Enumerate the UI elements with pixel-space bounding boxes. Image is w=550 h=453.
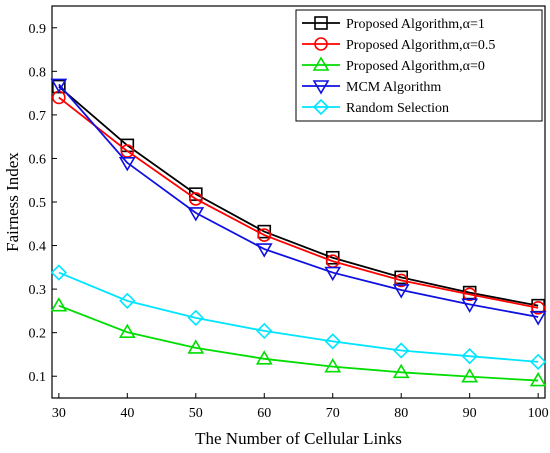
- data-point: [188, 192, 203, 206]
- y-tick-label: 0.4: [29, 240, 47, 255]
- legend-item: Random Selection: [302, 98, 449, 116]
- legend-marker: [312, 56, 330, 71]
- series-line: [58, 96, 539, 309]
- data-point: [118, 323, 136, 339]
- series-layer: [50, 78, 547, 387]
- x-tick-label: 60: [257, 406, 271, 421]
- legend-label: Random Selection: [346, 101, 449, 116]
- series-line: [58, 83, 539, 318]
- legend-label: Proposed Algorithm,α=0: [346, 59, 485, 74]
- legend-item: Proposed Algorithm,α=0: [302, 56, 485, 74]
- data-point: [255, 350, 273, 365]
- x-tick-label: 40: [120, 406, 134, 421]
- data-point: [392, 284, 410, 299]
- x-tick-label: 50: [189, 406, 203, 421]
- legend: Proposed Algorithm,α=1 Proposed Algorithm…: [295, 9, 543, 122]
- data-point: [50, 78, 68, 93]
- data-point: [462, 287, 477, 302]
- series-line: [58, 304, 539, 382]
- series-3: [50, 78, 547, 326]
- y-tick-label: 0.6: [29, 152, 47, 167]
- y-tick-label: 0.3: [29, 283, 47, 298]
- data-point: [255, 243, 273, 258]
- series-line: [58, 85, 539, 307]
- legend-label: Proposed Algorithm,α=0.5: [346, 38, 495, 53]
- y-tick-label: 0.8: [29, 65, 47, 80]
- data-point: [187, 339, 205, 354]
- legend-item: Proposed Algorithm,α=1: [302, 16, 485, 32]
- x-tick-label: 90: [463, 406, 477, 421]
- data-point: [461, 298, 479, 313]
- legend-marker: [314, 37, 328, 51]
- x-tick-label: 70: [326, 406, 340, 421]
- data-point: [325, 250, 340, 265]
- legend-label: Proposed Algorithm,α=1: [346, 17, 485, 32]
- legend-marker: [312, 80, 330, 95]
- data-point: [461, 348, 478, 365]
- data-point: [531, 301, 545, 315]
- series-line: [58, 271, 539, 363]
- data-point: [392, 363, 410, 379]
- x-tick-label: 100: [528, 406, 549, 421]
- legend-item: Proposed Algorithm,α=0.5: [302, 37, 495, 53]
- data-point: [118, 157, 136, 172]
- series-4: [50, 264, 547, 370]
- data-point: [529, 311, 547, 326]
- x-tick-label: 80: [394, 406, 408, 421]
- data-point: [324, 358, 342, 373]
- data-point: [257, 228, 272, 242]
- legend-marker: [314, 16, 328, 30]
- data-point: [256, 322, 273, 340]
- data-point: [187, 309, 204, 326]
- y-axis-title: Fairness Index: [3, 152, 22, 252]
- data-point: [461, 368, 479, 383]
- series-1: [52, 90, 545, 315]
- x-tick-label: 30: [52, 406, 66, 421]
- data-point: [50, 297, 68, 312]
- data-point: [187, 207, 205, 222]
- y-tick-label: 0.1: [29, 370, 47, 385]
- data-point: [324, 266, 342, 282]
- data-point: [324, 333, 341, 350]
- data-point: [530, 353, 547, 370]
- x-axis-title: The Number of Cellular Links: [195, 429, 402, 448]
- data-point: [394, 273, 409, 288]
- data-point: [50, 264, 67, 281]
- legend-item: MCM Algorithm: [302, 80, 441, 95]
- plot-area: 30 40 50 60 70 80 90 100 0.1 0.2 0.3 0.4 0.5 0.6 0.7 0.…: [29, 5, 549, 421]
- y-tick-label: 0.9: [29, 22, 47, 37]
- y-tick-label: 0.5: [29, 196, 47, 211]
- legend-marker: [312, 98, 330, 116]
- series-2: [50, 297, 547, 387]
- legend-label: MCM Algorithm: [346, 80, 441, 95]
- data-point: [393, 342, 410, 359]
- y-tick-label: 0.7: [29, 109, 47, 124]
- data-point: [529, 371, 547, 387]
- y-tick-label: 0.2: [29, 327, 47, 342]
- data-point: [119, 292, 136, 310]
